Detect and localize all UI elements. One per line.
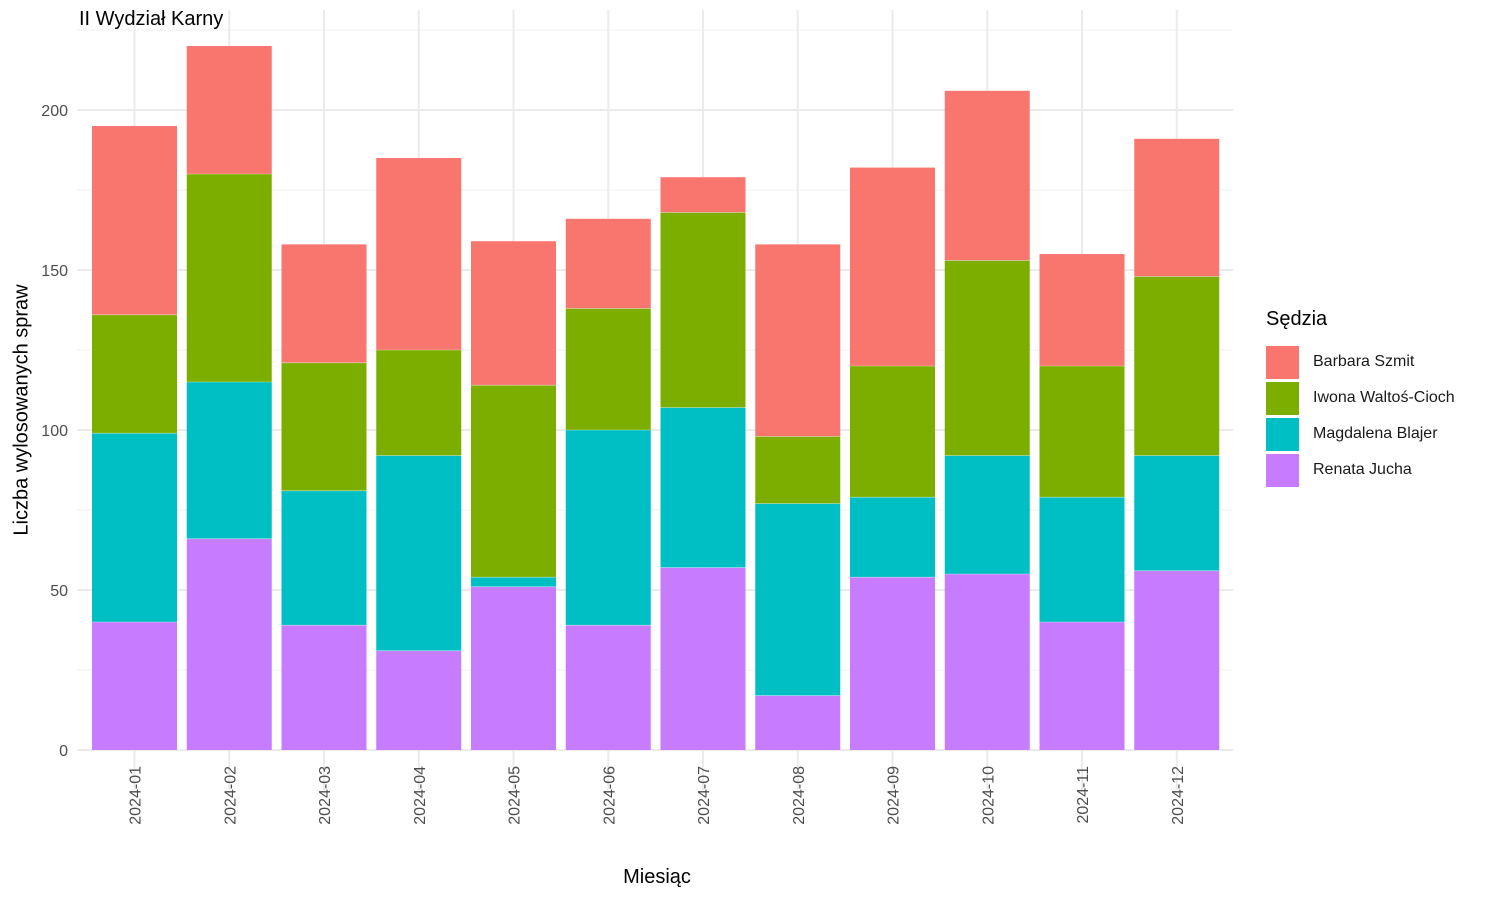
bar-segment — [660, 567, 746, 750]
legend-swatch — [1266, 417, 1299, 451]
bar-segment — [471, 577, 556, 587]
bar-segment — [186, 538, 272, 750]
bar-segment — [1039, 622, 1125, 750]
legend-item-iwona-waltos-cioch: Iwona Waltoś-Cioch — [1266, 380, 1455, 416]
y-tick-label: 150 — [41, 263, 68, 280]
legend-label: Iwona Waltoś-Cioch — [1313, 389, 1455, 406]
bar-segment — [281, 244, 367, 363]
bar-segment — [376, 650, 462, 750]
bar-segment — [850, 497, 935, 578]
legend-swatch — [1266, 453, 1299, 487]
legend-title: Sędzia — [1266, 308, 1328, 330]
x-tick-label: 2024-05 — [507, 766, 524, 825]
bar-segment — [92, 622, 177, 750]
bar-segment — [281, 362, 367, 491]
bar-segment — [376, 158, 462, 350]
bar-segment — [1134, 276, 1220, 456]
y-tick-label: 0 — [59, 743, 68, 760]
x-tick-label: 2024-06 — [601, 766, 618, 825]
y-axis-title: Liczba wylosowanych spraw — [10, 284, 33, 536]
legend-label: Barbara Szmit — [1313, 353, 1415, 370]
bar-segment — [944, 90, 1030, 261]
x-tick-label: 2024-11 — [1075, 766, 1092, 824]
bar-segment — [186, 174, 272, 382]
legend-item-renata-jucha: Renata Jucha — [1266, 452, 1455, 488]
x-tick-label: 2024-03 — [317, 766, 334, 825]
bar-segment — [944, 260, 1030, 456]
bar-segment — [1039, 254, 1125, 366]
legend-label: Renata Jucha — [1313, 461, 1412, 478]
chart-title: II Wydział Karny — [79, 8, 224, 30]
y-tick-label: 50 — [50, 583, 68, 600]
y-axis-ticks: 0 50 100 150 200 — [41, 103, 68, 760]
bar-segment — [660, 212, 746, 408]
legend-swatch — [1266, 345, 1299, 379]
bar-segment — [660, 407, 746, 568]
x-tick-label: 2024-10 — [980, 766, 997, 825]
bar-segment — [376, 350, 462, 456]
x-axis-title: Miesiąc — [623, 866, 691, 888]
bar-segment — [755, 244, 841, 437]
x-tick-label: 2024-04 — [412, 766, 429, 825]
legend-label: Magdalena Blajer — [1313, 425, 1438, 442]
bar-segment — [755, 503, 841, 696]
x-tick-label: 2024-12 — [1170, 766, 1187, 825]
bar-segment — [944, 574, 1030, 750]
legend-item-barbara-szmit: Barbara Szmit — [1266, 344, 1455, 380]
x-tick-label: 2024-08 — [791, 766, 808, 825]
bar-segment — [850, 366, 935, 498]
bar-segment — [1039, 497, 1125, 622]
legend-item-magdalena-blajer: Magdalena Blajer — [1266, 416, 1455, 452]
bar-segment — [565, 430, 651, 626]
bar-segment — [565, 625, 651, 750]
x-tick-label: 2024-07 — [696, 766, 713, 825]
bar-segment — [186, 382, 272, 539]
bar-segment — [1134, 570, 1220, 750]
bar-segment — [471, 586, 556, 750]
bar-segment — [471, 385, 556, 578]
bar-segment — [850, 577, 935, 750]
bar-segment — [565, 218, 651, 309]
legend-swatch — [1266, 381, 1299, 415]
bar-segment — [92, 433, 177, 622]
bar-segment — [944, 455, 1030, 574]
bar-segment — [660, 177, 746, 213]
x-tick-label: 2024-01 — [128, 766, 145, 825]
y-tick-label: 200 — [41, 103, 68, 120]
bar-segment — [281, 625, 367, 750]
x-tick-label: 2024-02 — [222, 766, 239, 825]
bar-segment — [281, 490, 367, 626]
bar-segment — [565, 308, 651, 430]
y-tick-label: 100 — [41, 423, 68, 440]
bar-segment — [1134, 138, 1220, 277]
bar-segment — [1039, 366, 1125, 498]
x-tick-label: 2024-09 — [886, 766, 903, 825]
bar-segment — [755, 436, 841, 504]
bar-segment — [850, 167, 935, 366]
bar-segment — [471, 241, 556, 386]
bar-segment — [92, 126, 177, 315]
x-axis-ticks: 2024-01 2024-02 2024-03 2024-04 2024-05 2024-… — [128, 766, 1187, 825]
bars — [92, 46, 1220, 750]
bar-segment — [755, 695, 841, 750]
bar-segment — [376, 455, 462, 651]
legend: Sędzia Barbara Szmit Iwona Waltoś-Cioch … — [1266, 308, 1455, 488]
bar-segment — [1134, 455, 1220, 571]
bar-segment — [92, 314, 177, 434]
bar-segment — [186, 46, 272, 174]
